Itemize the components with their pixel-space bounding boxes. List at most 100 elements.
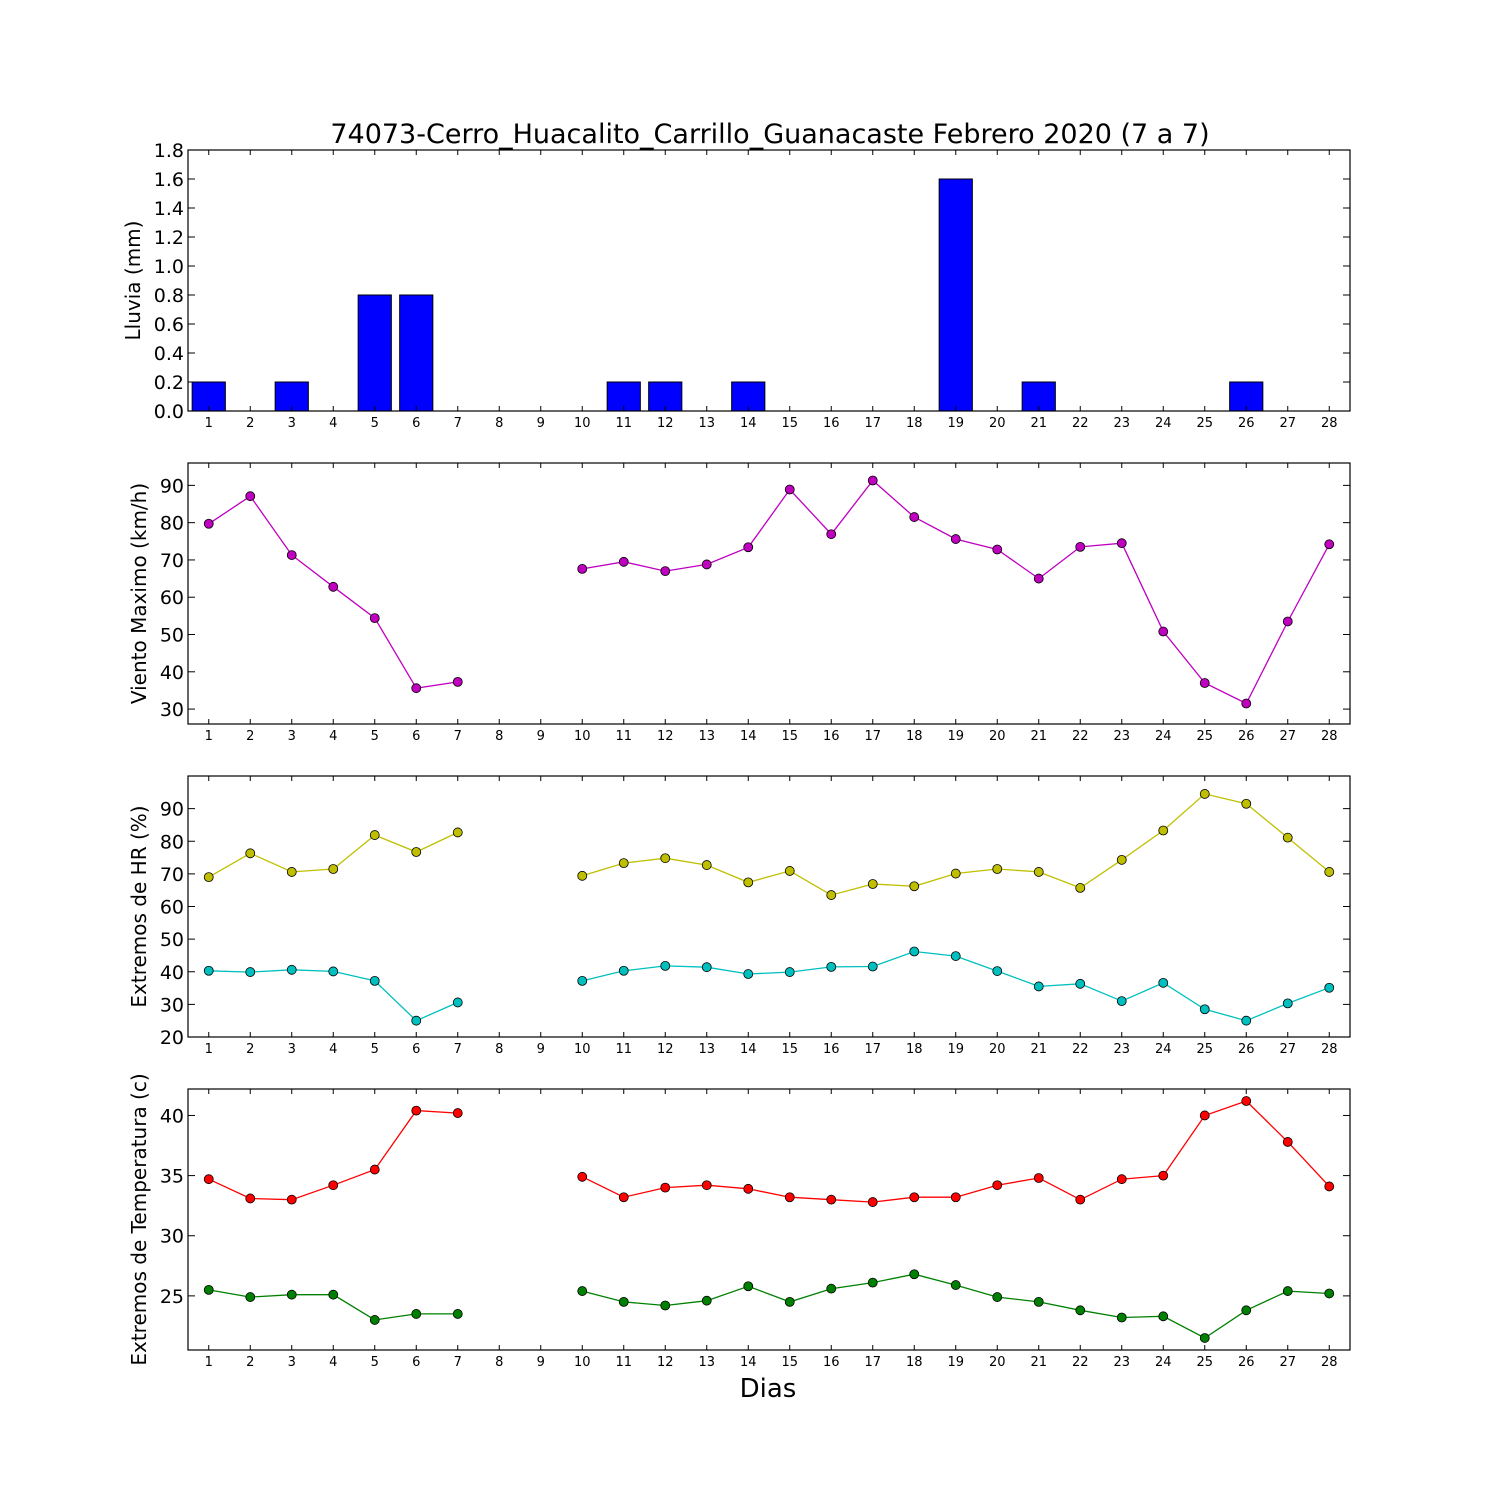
temperature-series-0-point	[909, 1192, 920, 1203]
temperature-series-1-point	[1241, 1305, 1252, 1316]
humidity-series-1-point	[992, 966, 1003, 976]
x-tick-label: 3	[288, 1355, 296, 1370]
x-tick-label: 24	[1155, 1042, 1172, 1057]
wind-series-0-point	[784, 484, 795, 495]
x-tick-label: 9	[537, 416, 545, 431]
wind-series-0-point	[701, 559, 712, 570]
x-tick-label: 1	[205, 1355, 213, 1370]
humidity-series-1-point	[950, 951, 961, 961]
y-tick-label: 70	[160, 864, 184, 886]
temperature-series-1-point	[286, 1289, 297, 1300]
x-tick-label: 20	[989, 729, 1006, 744]
temperature-series-1-point	[328, 1289, 339, 1300]
humidity-series-0-point	[1033, 867, 1044, 877]
rain-axes-frame	[187, 149, 1351, 412]
humidity-series-1-point	[411, 1015, 422, 1026]
humidity-series-1-point	[1199, 1004, 1210, 1015]
x-tick-label: 21	[1030, 416, 1047, 431]
x-tick-label: 28	[1321, 416, 1338, 431]
x-tick-label: 18	[906, 416, 923, 431]
x-tick-label: 19	[947, 416, 964, 431]
y-tick-label: 0.2	[154, 372, 184, 394]
humidity-series-0-point	[286, 867, 297, 877]
humidity-series-0-point	[1324, 867, 1335, 877]
temperature-series-0-point	[203, 1174, 214, 1185]
x-tick-label: 23	[1113, 416, 1130, 431]
x-tick-label: 16	[823, 1042, 840, 1057]
humidity-series-0-point	[1158, 825, 1169, 836]
y-tick-label: 90	[160, 475, 184, 497]
x-tick-label: 15	[781, 416, 798, 431]
x-tick-label: 4	[329, 416, 337, 431]
humidity-series-0-point	[909, 881, 920, 892]
y-tick-label: 1.0	[154, 256, 184, 278]
temperature-series-1-point	[1324, 1288, 1335, 1299]
temperature-series-1-point	[701, 1295, 712, 1306]
x-tick-label: 25	[1196, 1355, 1213, 1370]
humidity-y-axis-label: Extremos de HR (%)	[127, 805, 151, 1007]
x-tick-label: 24	[1155, 729, 1172, 744]
temperature-series-0-point	[618, 1192, 629, 1203]
humidity-series-1-point	[1324, 982, 1335, 993]
temperature-y-axis-label: Extremos de Temperatura (c)	[127, 1073, 151, 1365]
temperature-series-1-point	[1075, 1305, 1086, 1316]
humidity-series-0-point	[411, 847, 422, 857]
humidity-series-0-point	[245, 848, 256, 859]
x-tick-label: 24	[1155, 416, 1172, 431]
temperature-series-0-point	[660, 1182, 671, 1193]
x-tick-label: 28	[1321, 1042, 1338, 1057]
humidity-series-0-line	[582, 793, 1330, 896]
humidity-axes-frame	[187, 775, 1351, 1038]
temperature-series-0-point	[452, 1108, 463, 1118]
wind-series-0-point	[992, 544, 1003, 555]
wind-series-0-point	[1033, 573, 1044, 584]
x-tick-label: 11	[615, 729, 632, 744]
wind-series-0-point	[909, 512, 920, 522]
wind-series-0-point	[203, 518, 214, 529]
x-tick-label: 22	[1072, 729, 1089, 744]
x-tick-label: 25	[1196, 416, 1213, 431]
x-tick-label: 26	[1238, 416, 1255, 431]
wind-series-0-line	[208, 495, 458, 689]
x-tick-label: 27	[1279, 1042, 1296, 1057]
wind-series-0-point	[452, 676, 463, 687]
temperature-panel: 1 2 3 4 5 6 7 8 9 10 11 12 13 14 15 16 17 18 19 20 21 22 23 24 2…	[127, 1073, 1351, 1370]
wind-series-0-point	[286, 550, 297, 560]
x-tick-label: 23	[1113, 729, 1130, 744]
temperature-series-1-point	[245, 1292, 256, 1302]
x-tick-label: 19	[947, 1355, 964, 1370]
temperature-series-0-point	[369, 1164, 380, 1175]
x-tick-label: 25	[1196, 1042, 1213, 1057]
x-tick-label: 8	[495, 1355, 503, 1370]
rain-y-axis-label: Lluvia (mm)	[121, 221, 145, 341]
humidity-series-0-point	[867, 879, 878, 889]
wind-series-0-line	[582, 479, 1330, 705]
temperature-series-0-point	[1199, 1110, 1210, 1121]
humidity-series-1-point	[1241, 1015, 1252, 1026]
x-tick-label: 10	[574, 1042, 591, 1057]
x-tick-label: 20	[989, 416, 1006, 431]
x-tick-label: 27	[1279, 729, 1296, 744]
wind-series-0-point	[1116, 538, 1127, 549]
x-axis-label: Dias	[740, 1374, 797, 1404]
humidity-series-0-point	[826, 890, 837, 900]
x-tick-label: 20	[989, 1355, 1006, 1370]
y-tick-label: 60	[160, 897, 184, 919]
x-tick-label: 10	[574, 416, 591, 431]
wind-axes-frame	[187, 462, 1351, 725]
x-tick-label: 28	[1321, 1355, 1338, 1370]
temperature-series-0-point	[701, 1180, 712, 1191]
humidity-series-1-point	[909, 946, 920, 957]
y-tick-label: 35	[160, 1166, 184, 1188]
x-tick-label: 18	[906, 1042, 923, 1057]
humidity-series-1-point	[286, 964, 297, 975]
temperature-series-0-point	[1158, 1170, 1169, 1181]
x-tick-label: 18	[906, 1355, 923, 1370]
x-tick-label: 20	[989, 1042, 1006, 1057]
x-tick-label: 12	[657, 1042, 674, 1057]
temperature-series-1-point	[369, 1315, 380, 1325]
x-tick-label: 17	[864, 1355, 881, 1370]
x-tick-label: 13	[698, 416, 715, 431]
x-tick-label: 17	[864, 729, 881, 744]
humidity-series-0-point	[328, 864, 339, 874]
